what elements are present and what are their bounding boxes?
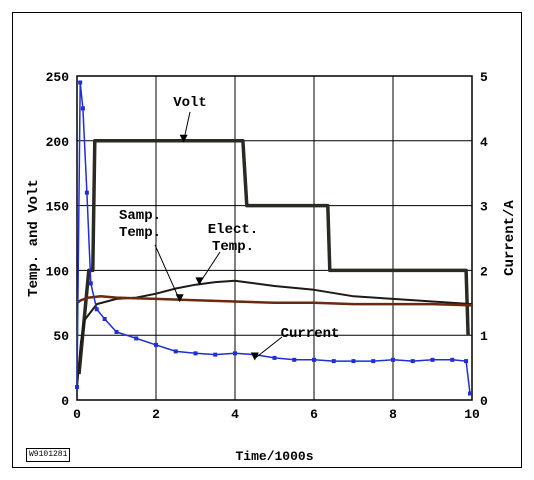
- current-point: [94, 307, 99, 312]
- y-left-tick-label: 100: [46, 264, 70, 279]
- current-point: [450, 357, 455, 362]
- current-point: [292, 357, 297, 362]
- y-right-axis-label: Current/A: [502, 200, 518, 276]
- current-point: [233, 351, 237, 356]
- annotation-label: Temp.: [119, 225, 161, 241]
- plot-area: [76, 75, 473, 401]
- current-point: [173, 349, 178, 354]
- annotation-label: Samp.: [119, 208, 161, 224]
- current-point: [213, 352, 218, 357]
- current-point: [468, 391, 473, 396]
- current-point: [430, 357, 435, 362]
- y-right-tick-label: 5: [480, 70, 488, 85]
- annotation-label: Current: [281, 326, 340, 342]
- annotation-label: Volt: [173, 95, 207, 111]
- annotation-arrow: [154, 244, 181, 301]
- figure-frame: [12, 12, 522, 468]
- current-point: [154, 342, 158, 347]
- current-point: [312, 357, 316, 362]
- current-point: [102, 317, 107, 321]
- current-point: [88, 281, 93, 286]
- current-point: [114, 329, 119, 334]
- figure-id-label: W9101281: [26, 448, 71, 462]
- current-point: [351, 359, 356, 364]
- x-tick-label: 8: [389, 407, 397, 422]
- current-point: [80, 106, 85, 111]
- y-right-tick-label: 1: [480, 329, 488, 344]
- y-left-tick-label: 150: [46, 200, 70, 215]
- x-tick-label: 6: [310, 407, 318, 422]
- x-axis-label: Time/1000s: [235, 449, 313, 464]
- y-left-tick-label: 200: [46, 135, 70, 150]
- current-point: [464, 359, 469, 364]
- y-right-tick-label: 3: [480, 200, 488, 215]
- annotation-arrowhead: [179, 134, 188, 143]
- x-tick-label: 4: [231, 407, 239, 422]
- current-point: [78, 80, 83, 85]
- x-tick-label: 0: [73, 407, 81, 422]
- series-line-samp-temp: [76, 295, 473, 307]
- y-left-axis-label: Temp. and Volt: [26, 179, 42, 297]
- current-point: [75, 385, 79, 390]
- x-tick-label: 2: [152, 407, 160, 422]
- y-right-tick-label: 0: [480, 394, 488, 409]
- current-point: [193, 351, 198, 356]
- current-point: [410, 359, 415, 364]
- annotation-label: Elect.: [208, 222, 258, 238]
- y-left-tick-label: 50: [53, 329, 69, 344]
- annotation-arrowhead: [195, 277, 204, 286]
- x-tick-label: 10: [464, 407, 480, 422]
- annotation-label: Temp.: [212, 239, 254, 255]
- y-left-tick-label: 0: [61, 394, 69, 409]
- current-point: [272, 355, 277, 360]
- annotation-arrow: [254, 336, 283, 359]
- current-point: [371, 359, 376, 364]
- series-line-elect-temp: [76, 279, 473, 388]
- current-point: [84, 190, 89, 195]
- y-left-tick-label: 250: [46, 70, 70, 85]
- annotation-arrowhead: [175, 294, 184, 303]
- current-point: [331, 359, 336, 364]
- current-point: [391, 357, 395, 362]
- y-right-tick-label: 2: [480, 264, 488, 279]
- annotation-arrowhead: [250, 352, 259, 361]
- current-point: [134, 336, 139, 341]
- y-right-tick-label: 4: [480, 135, 488, 150]
